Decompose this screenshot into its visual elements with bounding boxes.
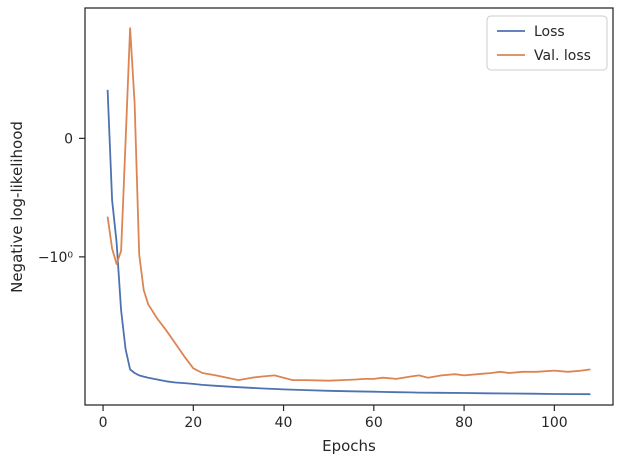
x-tick-label: 20 [184,415,202,431]
y-axis-ticks: 0 −10⁰ [38,131,85,266]
series-line-val-loss [106,27,591,382]
legend: Loss Val. loss [486,15,608,71]
legend-label: Val. loss [534,48,591,64]
plot-area [84,7,614,406]
x-tick-label: 0 [99,415,108,431]
legend-entries: Loss Val. loss [497,24,591,64]
y-axis-label: Negative log-likelihood [8,121,26,293]
x-tick-label: 40 [275,415,293,431]
legend-label: Loss [534,24,565,40]
x-tick-label: 80 [455,415,473,431]
legend-box [486,15,608,71]
x-axis-label: Epochs [322,437,376,455]
x-axis-ticks: 0 20 40 60 80 100 [99,405,568,431]
y-tick-label: −10⁰ [38,250,74,266]
y-tick-label: 0 [64,131,73,147]
series-layer [106,27,591,396]
x-tick-label: 60 [365,415,383,431]
x-tick-label: 100 [541,415,568,431]
series-line-loss [106,89,591,396]
